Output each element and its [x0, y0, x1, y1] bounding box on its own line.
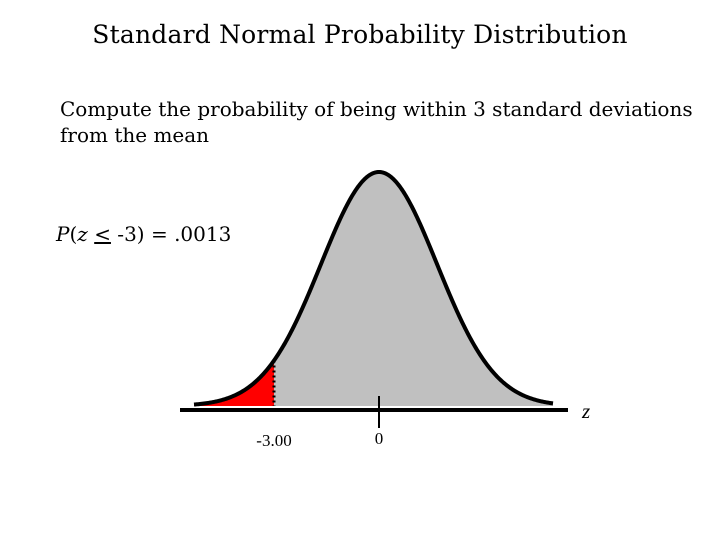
prob-open-paren: (	[69, 222, 78, 246]
probability-statement: P(z < -3) = .0013	[56, 222, 231, 246]
subtitle-line-2: from the mean	[60, 123, 210, 147]
subtitle-line-1: Compute the probability of being within …	[60, 97, 693, 121]
normal-curve-outline	[193, 170, 554, 407]
slide-title: Standard Normal Probability Distribution	[92, 20, 628, 49]
prob-variable-z: z	[77, 222, 88, 246]
z-axis-symbol: z	[581, 399, 590, 423]
left-tail-area	[194, 360, 274, 406]
prob-function-p: P	[56, 222, 70, 246]
slide-subtitle: Compute the probability of being within …	[60, 96, 700, 148]
mean-tick-label: 0	[375, 429, 384, 448]
prob-value-text: -3) = .0013	[110, 222, 232, 246]
curve-area	[194, 172, 553, 406]
cutoff-tick-label: -3.00	[256, 431, 291, 450]
prob-less-equal-symbol: <	[94, 222, 111, 246]
